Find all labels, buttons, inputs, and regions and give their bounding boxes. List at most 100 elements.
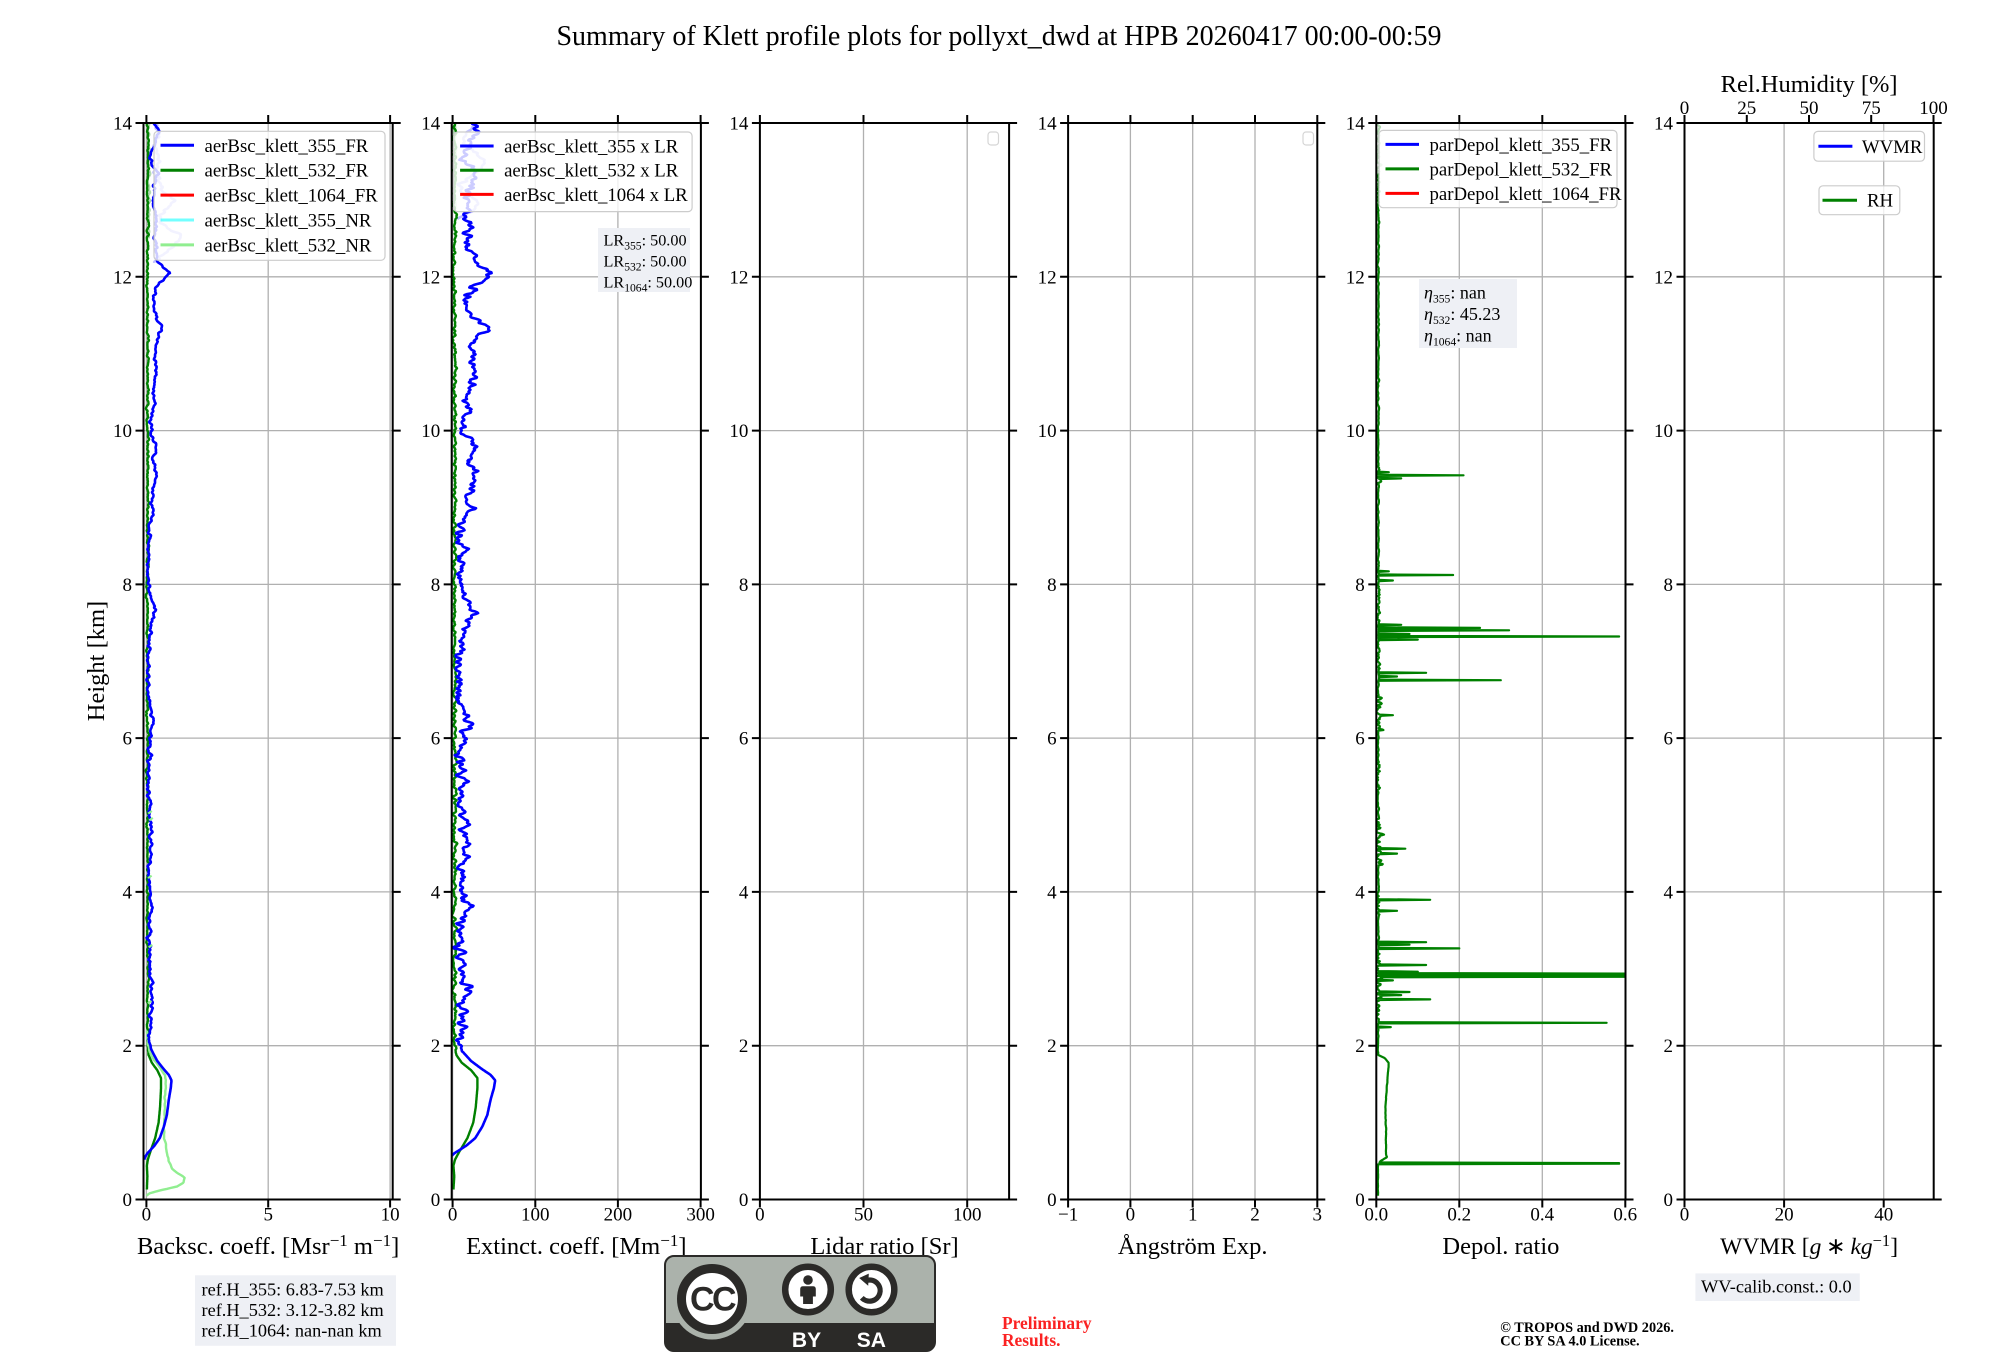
svg-text:12: 12 (729, 267, 748, 288)
svg-text:1: 1 (1188, 1205, 1198, 1226)
svg-text:14: 14 (1038, 114, 1058, 135)
svg-text:ref.H_532: 3.12-3.82 km: ref.H_532: 3.12-3.82 km (202, 1300, 384, 1320)
svg-text:2: 2 (1664, 1036, 1674, 1057)
svg-text:0.2: 0.2 (1447, 1205, 1471, 1226)
svg-text:CC BY SA 4.0 License.: CC BY SA 4.0 License. (1500, 1334, 1639, 1350)
svg-text:6: 6 (431, 729, 441, 750)
svg-text:−1: −1 (1058, 1205, 1078, 1226)
svg-text:6: 6 (1355, 729, 1365, 750)
svg-text:© TROPOS and DWD 2026.: © TROPOS and DWD 2026. (1500, 1320, 1674, 1336)
svg-text:0.0: 0.0 (1364, 1205, 1388, 1226)
svg-text:4: 4 (123, 882, 133, 903)
svg-text:14: 14 (113, 114, 133, 135)
svg-text:0: 0 (448, 1205, 458, 1226)
svg-text:Rel.Humidity [%]: Rel.Humidity [%] (1721, 71, 1898, 98)
svg-text:10: 10 (421, 421, 440, 442)
svg-text:4: 4 (1047, 882, 1057, 903)
svg-text:η1064: nan: η1064: nan (1424, 326, 1492, 349)
svg-text:SA: SA (857, 1329, 886, 1352)
svg-text:300: 300 (686, 1205, 715, 1226)
svg-text:4: 4 (1355, 882, 1365, 903)
svg-text:100: 100 (1919, 98, 1948, 119)
svg-text:0: 0 (755, 1205, 765, 1226)
svg-text:aerBsc_klett_532_NR: aerBsc_klett_532_NR (205, 235, 372, 256)
svg-text:η532: 45.23: η532: 45.23 (1424, 304, 1500, 327)
svg-text:12: 12 (1654, 267, 1673, 288)
svg-text:100: 100 (521, 1205, 550, 1226)
svg-text:Results.: Results. (1002, 1330, 1060, 1350)
svg-text:CC: CC (690, 1281, 736, 1319)
svg-text:10: 10 (381, 1205, 400, 1226)
svg-text:14: 14 (1654, 114, 1674, 135)
svg-text:ref.H_355: 6.83-7.53 km: ref.H_355: 6.83-7.53 km (202, 1280, 384, 1300)
svg-text:2: 2 (1355, 1036, 1365, 1057)
svg-text:75: 75 (1862, 98, 1881, 119)
svg-text:0: 0 (739, 1190, 749, 1211)
svg-text:WVMR: WVMR (1862, 137, 1923, 158)
svg-text:12: 12 (1346, 267, 1365, 288)
svg-text:0: 0 (1355, 1190, 1365, 1211)
svg-text:25: 25 (1737, 98, 1756, 119)
svg-text:η355: nan: η355: nan (1424, 283, 1486, 306)
svg-text:10: 10 (113, 421, 132, 442)
svg-text:Backsc. coeff. [Msr−1 m−1]: Backsc. coeff. [Msr−1 m−1] (137, 1231, 399, 1260)
svg-text:aerBsc_klett_532 x LR: aerBsc_klett_532 x LR (504, 161, 679, 182)
svg-text:12: 12 (421, 267, 440, 288)
svg-text:50: 50 (854, 1205, 873, 1226)
svg-text:200: 200 (604, 1205, 633, 1226)
svg-text:12: 12 (1038, 267, 1057, 288)
svg-text:aerBsc_klett_1064 x LR: aerBsc_klett_1064 x LR (504, 185, 688, 206)
svg-text:LR1064: 50.00: LR1064: 50.00 (604, 274, 693, 295)
svg-text:100: 100 (953, 1205, 982, 1226)
svg-text:6: 6 (123, 729, 133, 750)
svg-text:8: 8 (1664, 575, 1674, 596)
svg-text:0: 0 (1680, 1205, 1690, 1226)
svg-text:aerBsc_klett_532_FR: aerBsc_klett_532_FR (205, 161, 369, 182)
svg-text:5: 5 (263, 1205, 273, 1226)
svg-text:aerBsc_klett_355_NR: aerBsc_klett_355_NR (205, 211, 372, 232)
svg-text:ref.H_1064: nan-nan km: ref.H_1064: nan-nan km (202, 1321, 382, 1341)
svg-text:20: 20 (1775, 1205, 1794, 1226)
svg-text:RH: RH (1867, 191, 1894, 212)
svg-text:LR532: 50.00: LR532: 50.00 (604, 253, 687, 274)
svg-text:0.4: 0.4 (1530, 1205, 1554, 1226)
svg-text:0.6: 0.6 (1613, 1205, 1637, 1226)
svg-text:Height [km]: Height [km] (83, 601, 110, 721)
svg-text:Summary of Klett profile plots: Summary of Klett profile plots for polly… (556, 21, 1441, 52)
svg-text:parDepol_klett_532_FR: parDepol_klett_532_FR (1430, 159, 1613, 180)
svg-text:Ångström Exp.: Ångström Exp. (1118, 1233, 1268, 1260)
svg-text:4: 4 (739, 882, 749, 903)
svg-text:6: 6 (1664, 729, 1674, 750)
svg-text:LR355: 50.00: LR355: 50.00 (604, 232, 687, 253)
svg-text:8: 8 (1047, 575, 1057, 596)
svg-text:10: 10 (1038, 421, 1057, 442)
svg-text:parDepol_klett_1064_FR: parDepol_klett_1064_FR (1430, 184, 1622, 205)
svg-text:0: 0 (1047, 1190, 1057, 1211)
svg-text:2: 2 (431, 1036, 441, 1057)
svg-text:8: 8 (431, 575, 441, 596)
svg-text:8: 8 (739, 575, 749, 596)
svg-text:12: 12 (113, 267, 132, 288)
svg-text:8: 8 (1355, 575, 1365, 596)
svg-text:14: 14 (421, 114, 441, 135)
svg-text:10: 10 (729, 421, 748, 442)
svg-text:aerBsc_klett_1064_FR: aerBsc_klett_1064_FR (205, 186, 379, 207)
svg-text:40: 40 (1874, 1205, 1893, 1226)
svg-text:2: 2 (1047, 1036, 1057, 1057)
svg-text:6: 6 (1047, 729, 1057, 750)
svg-text:10: 10 (1346, 421, 1365, 442)
svg-text:BY: BY (792, 1329, 821, 1352)
svg-text:50: 50 (1800, 98, 1819, 119)
svg-text:WVMR [g ∗ kg−1]: WVMR [g ∗ kg−1] (1720, 1231, 1898, 1260)
svg-text:2: 2 (739, 1036, 749, 1057)
svg-text:Preliminary: Preliminary (1002, 1313, 1092, 1333)
svg-text:4: 4 (1664, 882, 1674, 903)
svg-text:8: 8 (123, 575, 133, 596)
svg-text:0: 0 (123, 1190, 133, 1211)
svg-text:10: 10 (1654, 421, 1673, 442)
svg-text:0: 0 (431, 1190, 441, 1211)
svg-text:WV-calib.const.: 0.0: WV-calib.const.: 0.0 (1701, 1277, 1852, 1297)
svg-text:2: 2 (1250, 1205, 1260, 1226)
svg-text:0: 0 (1126, 1205, 1136, 1226)
svg-text:aerBsc_klett_355 x LR: aerBsc_klett_355 x LR (504, 137, 679, 158)
